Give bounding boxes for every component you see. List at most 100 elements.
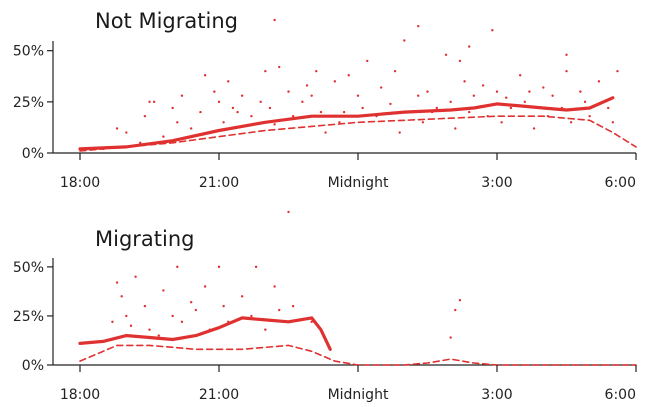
data-point xyxy=(523,100,526,104)
data-point xyxy=(565,69,568,73)
data-point xyxy=(240,295,244,298)
data-point xyxy=(291,114,295,118)
x-tick-label: 6:00 xyxy=(605,175,636,191)
y-tick-label: 25% xyxy=(13,309,44,325)
data-point xyxy=(472,94,476,97)
data-point xyxy=(134,275,137,278)
data-point xyxy=(481,84,485,87)
trend-line-dashed xyxy=(79,115,637,152)
data-point xyxy=(157,334,160,337)
data-point xyxy=(268,106,272,110)
data-point xyxy=(454,127,457,130)
data-point xyxy=(264,69,267,73)
data-point xyxy=(180,94,184,97)
data-point xyxy=(393,69,397,73)
data-point xyxy=(203,285,207,288)
data-point xyxy=(611,121,615,124)
data-point xyxy=(532,127,536,130)
data-point xyxy=(417,24,420,28)
x-tick-label: 21:00 xyxy=(199,175,239,191)
data-point xyxy=(190,127,193,130)
data-point xyxy=(565,53,568,56)
x-tick-label: 18:00 xyxy=(60,175,100,191)
data-point xyxy=(152,100,156,104)
data-point xyxy=(509,106,513,110)
data-point xyxy=(162,135,165,138)
data-point xyxy=(278,65,281,69)
data-point xyxy=(551,94,554,97)
data-point xyxy=(143,114,147,118)
data-point xyxy=(458,299,462,302)
data-point xyxy=(495,90,499,93)
y-tick-label: 25% xyxy=(13,95,44,111)
data-point xyxy=(468,110,471,114)
trend-line-solid xyxy=(78,96,615,151)
data-point xyxy=(176,265,179,269)
x-tick-label: 6:00 xyxy=(605,387,636,403)
data-point xyxy=(171,314,174,318)
data-point xyxy=(356,94,360,97)
data-point xyxy=(190,301,193,304)
data-point xyxy=(129,324,133,327)
data-point xyxy=(366,59,369,63)
data-point xyxy=(333,80,337,83)
data-point xyxy=(273,18,276,22)
data-point xyxy=(148,328,151,331)
y-tick-label: 0% xyxy=(22,358,44,374)
data-point xyxy=(120,295,123,298)
panel-migrating: Migrating 0% 25% 50% 18:00 21:00 Midnight 3:00… xyxy=(13,210,637,403)
data-point xyxy=(569,121,573,124)
data-point xyxy=(115,281,119,284)
trend-line-dashed xyxy=(79,344,637,366)
x-tick-label: Midnight xyxy=(328,387,389,403)
data-point xyxy=(278,308,281,312)
data-point xyxy=(111,320,114,324)
data-point xyxy=(597,80,601,83)
data-point xyxy=(347,74,350,77)
data-point xyxy=(500,121,503,124)
data-point xyxy=(176,121,179,124)
data-point xyxy=(125,314,128,318)
data-point xyxy=(579,90,582,93)
data-point xyxy=(203,74,207,77)
data-point xyxy=(162,289,165,292)
data-point xyxy=(254,265,258,269)
data-point xyxy=(426,90,429,93)
data-point xyxy=(310,94,313,97)
data-point xyxy=(542,86,545,89)
data-point xyxy=(403,39,406,42)
data-point xyxy=(115,127,119,130)
data-point xyxy=(291,304,295,308)
x-tick-label: 3:00 xyxy=(481,175,512,191)
chart-marks xyxy=(78,210,637,366)
data-point xyxy=(217,265,221,269)
data-point xyxy=(444,53,448,56)
data-point xyxy=(301,100,304,104)
data-point xyxy=(273,285,276,288)
panel-not-migrating: Not Migrating 0% 25% 50% 18:00 21:00 Midnight… xyxy=(13,9,637,191)
data-point xyxy=(194,308,198,312)
data-point xyxy=(125,131,128,134)
data-point xyxy=(250,114,253,118)
data-point xyxy=(213,90,216,93)
data-point xyxy=(468,45,471,48)
panel-title: Not Migrating xyxy=(95,9,238,33)
data-point xyxy=(361,106,364,110)
data-point xyxy=(616,69,619,73)
data-point xyxy=(463,80,466,83)
data-point xyxy=(287,90,290,93)
y-tick-label: 50% xyxy=(13,260,44,276)
data-point xyxy=(259,100,262,104)
chart-marks xyxy=(78,18,637,152)
data-point xyxy=(217,100,221,104)
data-point xyxy=(231,106,235,110)
data-point xyxy=(588,114,591,118)
data-point xyxy=(583,100,587,104)
data-point xyxy=(491,29,494,32)
data-point xyxy=(379,86,383,89)
x-tick-label: Midnight xyxy=(328,175,389,191)
data-point xyxy=(143,304,147,308)
data-point xyxy=(319,110,323,114)
data-point xyxy=(417,94,420,97)
